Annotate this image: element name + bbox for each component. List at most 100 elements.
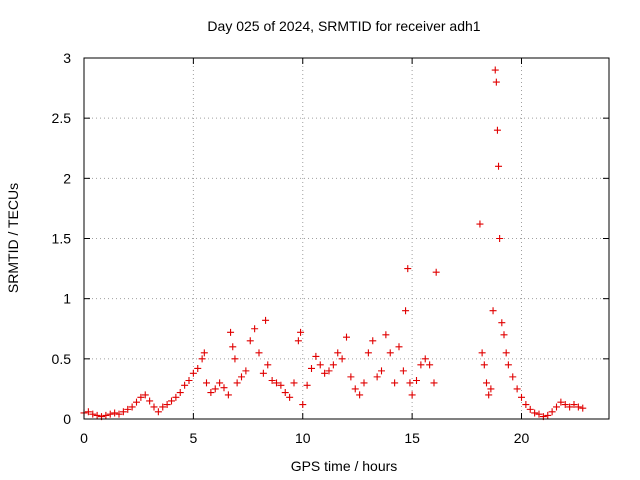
data-point (496, 235, 504, 242)
data-point (487, 385, 495, 393)
data-point (268, 376, 276, 384)
data-point (492, 78, 500, 86)
data-point (185, 376, 193, 384)
data-point (579, 404, 587, 412)
data-point (504, 361, 512, 369)
data-point (119, 408, 127, 416)
data-point (141, 391, 149, 399)
x-tick-label: 0 (80, 430, 88, 446)
data-point (325, 367, 333, 375)
data-point (89, 410, 97, 418)
data-point (526, 405, 534, 413)
data-point (561, 401, 569, 409)
data-point (198, 355, 206, 363)
data-point (242, 367, 250, 375)
data-point (413, 376, 420, 384)
data-point (553, 403, 560, 411)
data-point (485, 391, 493, 399)
data-point (128, 403, 136, 411)
data-point (231, 355, 239, 363)
data-point (574, 403, 582, 411)
data-point (369, 337, 377, 345)
x-tick-label: 20 (514, 430, 530, 446)
data-point (181, 381, 189, 389)
data-point (356, 391, 364, 399)
data-point (312, 352, 320, 360)
data-point (286, 393, 294, 401)
y-tick-label: 2 (63, 170, 71, 186)
data-point (417, 361, 425, 369)
data-point (548, 408, 556, 416)
data-point (159, 403, 167, 411)
data-point (264, 361, 272, 369)
data-point (360, 379, 368, 387)
data-point (168, 397, 175, 405)
data-point (189, 369, 197, 377)
data-point (430, 379, 438, 387)
data-point (262, 316, 270, 324)
data-point (150, 403, 158, 411)
plot-frame (83, 57, 610, 420)
data-point (194, 364, 202, 372)
data-point (570, 401, 578, 409)
data-point (163, 401, 171, 409)
data-point (478, 349, 486, 357)
data-point (522, 401, 530, 409)
data-point (308, 364, 315, 372)
data-point (176, 389, 184, 397)
data-point (502, 349, 510, 357)
data-point (124, 405, 132, 413)
data-point (483, 379, 490, 387)
data-point (329, 361, 337, 369)
axis-ticks (83, 57, 609, 420)
data-point (146, 397, 154, 405)
data-point (544, 411, 552, 419)
data-point (531, 409, 539, 417)
y-axis-label: SRMTID / TECUs (5, 183, 21, 293)
data-point (402, 307, 410, 315)
data-point (93, 411, 101, 419)
data-point (378, 367, 385, 375)
data-point (476, 220, 484, 228)
y-tick-label: 1 (63, 291, 71, 307)
data-point (137, 393, 145, 401)
data-point (399, 367, 407, 375)
data-point (351, 385, 359, 393)
data-point (382, 331, 390, 339)
data-point (557, 398, 565, 406)
data-point (391, 379, 399, 387)
data-point (299, 401, 307, 409)
data-point (229, 343, 237, 351)
data-point (233, 379, 241, 387)
data-point (347, 373, 355, 381)
data-point (334, 349, 342, 357)
data-point (172, 393, 180, 401)
data-point (386, 349, 394, 357)
data-point (480, 361, 488, 369)
data-point (238, 373, 245, 381)
data-point (421, 355, 429, 363)
data-point (281, 389, 289, 397)
y-tick-labels: 0 0.5 1 1.5 2 2.5 3 (52, 50, 72, 427)
data-point (316, 361, 324, 369)
data-point (489, 307, 497, 315)
data-point (227, 328, 235, 336)
data-point (509, 373, 517, 381)
data-point (207, 389, 215, 397)
y-tick-label: 0 (63, 411, 71, 427)
grid-lines (84, 58, 609, 419)
data-point (102, 411, 110, 419)
data-point (500, 331, 508, 339)
data-point (395, 343, 403, 351)
data-point (290, 379, 298, 387)
data-point (518, 393, 525, 401)
data-point (200, 349, 208, 357)
data-point (84, 408, 92, 416)
data-point (408, 391, 416, 399)
data-point (364, 349, 372, 357)
data-point (106, 410, 114, 418)
chart-title: Day 025 of 2024, SRMTID for receiver adh… (207, 18, 480, 34)
data-point (294, 337, 302, 345)
data-point (495, 162, 503, 170)
